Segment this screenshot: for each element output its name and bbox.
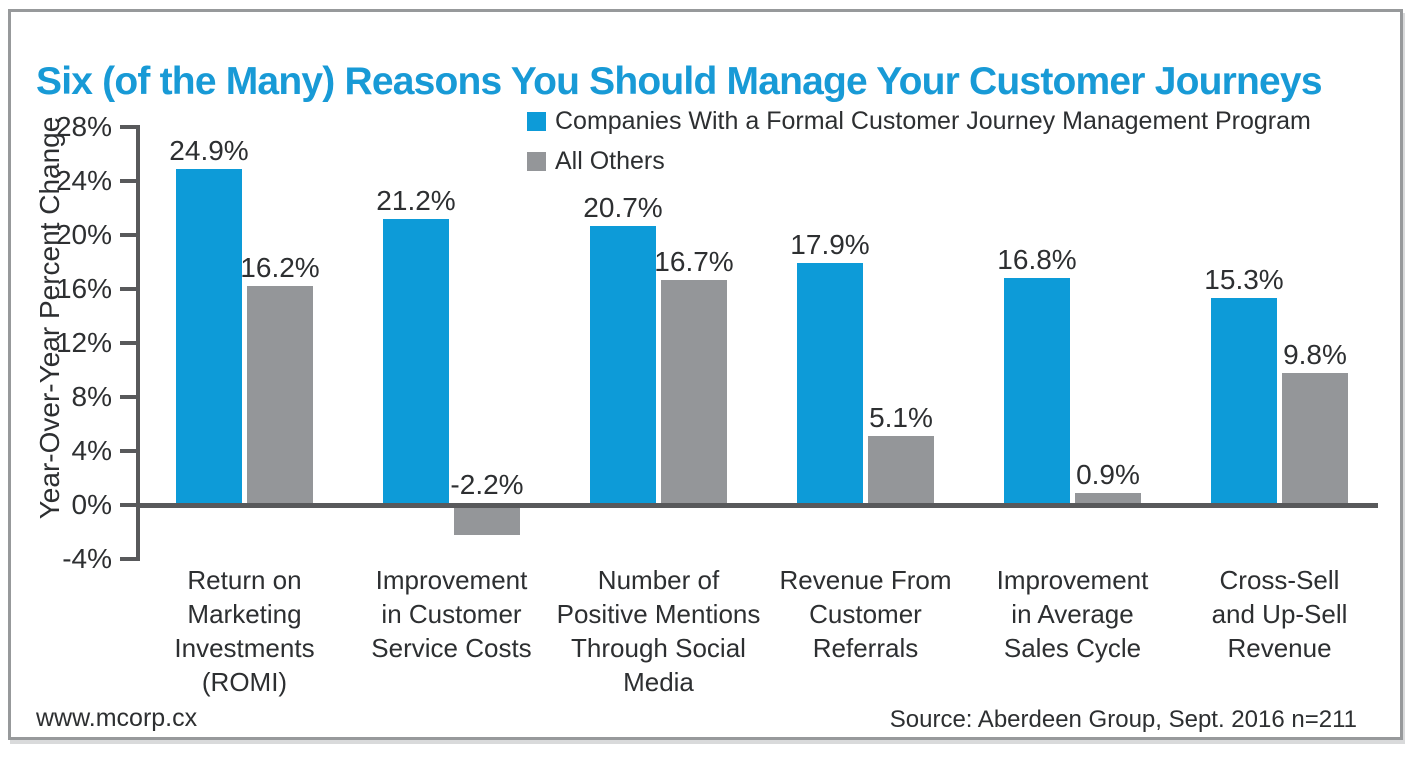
bar-blue-group3 xyxy=(590,225,656,505)
legend-label: All Others xyxy=(555,147,665,175)
y-tick-mark xyxy=(120,395,136,399)
legend-swatch-blue xyxy=(527,112,546,131)
y-tick-label: 20% xyxy=(55,219,112,250)
legend-item-all-others: All Others xyxy=(527,147,1311,176)
bar-blue-group1 xyxy=(176,168,242,505)
legend-label: Companies With a Formal Customer Journey… xyxy=(555,107,1311,135)
bar-gray-group1 xyxy=(247,286,313,505)
bar-blue-group4 xyxy=(797,263,863,505)
bar-value-label: 16.7% xyxy=(654,245,734,277)
y-axis-line xyxy=(136,125,140,561)
bar-gray-group2 xyxy=(454,505,520,535)
y-tick-mark xyxy=(120,449,136,453)
y-tick-label: -4% xyxy=(62,543,112,574)
bar-value-label: 16.2% xyxy=(240,252,320,284)
y-tick-label: 12% xyxy=(55,327,112,358)
chart-title: Six (of the Many) Reasons You Should Man… xyxy=(36,60,1323,104)
bar-blue-group6 xyxy=(1211,298,1277,505)
bar-gray-group5 xyxy=(1075,492,1141,505)
footer-url: www.mcorp.cx xyxy=(36,704,198,732)
y-tick-mark xyxy=(120,557,136,561)
y-tick-label: 24% xyxy=(55,165,112,196)
y-tick-mark xyxy=(120,179,136,183)
legend-swatch-gray xyxy=(527,152,546,171)
y-tick-mark xyxy=(120,125,136,129)
y-tick-label: 8% xyxy=(71,381,112,412)
bar-value-label: -2.2% xyxy=(450,469,524,500)
bar-value-label: 16.8% xyxy=(997,244,1077,276)
category-label: Return on Marketing Investments (ROMI) xyxy=(174,565,315,697)
category-label: Improvement in Average Sales Cycle xyxy=(996,565,1149,663)
legend: Companies With a Formal Customer Journey… xyxy=(527,107,1311,187)
bar-gray-group6 xyxy=(1282,372,1348,505)
bar-blue-group2 xyxy=(383,218,449,505)
bar-value-label: 0.9% xyxy=(1076,458,1140,490)
category-label: Revenue From Customer Referrals xyxy=(779,565,952,663)
legend-item-formal-program: Companies With a Formal Customer Journey… xyxy=(527,107,1311,136)
y-tick-label: 28% xyxy=(55,111,112,142)
y-tick-label: 16% xyxy=(55,273,112,304)
category-label: Cross-Sell and Up-Sell Revenue xyxy=(1211,565,1348,663)
category-label: Improvement in Customer Service Costs xyxy=(371,565,532,663)
category-label: Number of Positive Mentions Through Soci… xyxy=(556,565,761,697)
y-tick-label: 0% xyxy=(71,489,112,520)
bar-value-label: 17.9% xyxy=(790,229,870,261)
bar-gray-group4 xyxy=(868,436,934,505)
bar-value-label: 21.2% xyxy=(376,184,456,216)
bar-gray-group3 xyxy=(661,279,727,505)
y-tick-mark xyxy=(120,233,136,237)
bar-value-label: 9.8% xyxy=(1283,338,1347,370)
bar-value-label: 20.7% xyxy=(583,191,663,223)
bar-value-label: 24.9% xyxy=(169,134,249,166)
bar-value-label: 15.3% xyxy=(1204,264,1284,296)
bar-value-label: 5.1% xyxy=(869,402,933,434)
footer-source: Source: Aberdeen Group, Sept. 2016 n=211 xyxy=(889,706,1357,733)
y-tick-mark xyxy=(120,287,136,291)
bar-blue-group5 xyxy=(1004,278,1070,505)
y-tick-mark xyxy=(120,341,136,345)
zero-baseline xyxy=(136,503,1378,508)
y-tick-label: 4% xyxy=(71,435,112,466)
y-tick-mark xyxy=(120,503,136,507)
